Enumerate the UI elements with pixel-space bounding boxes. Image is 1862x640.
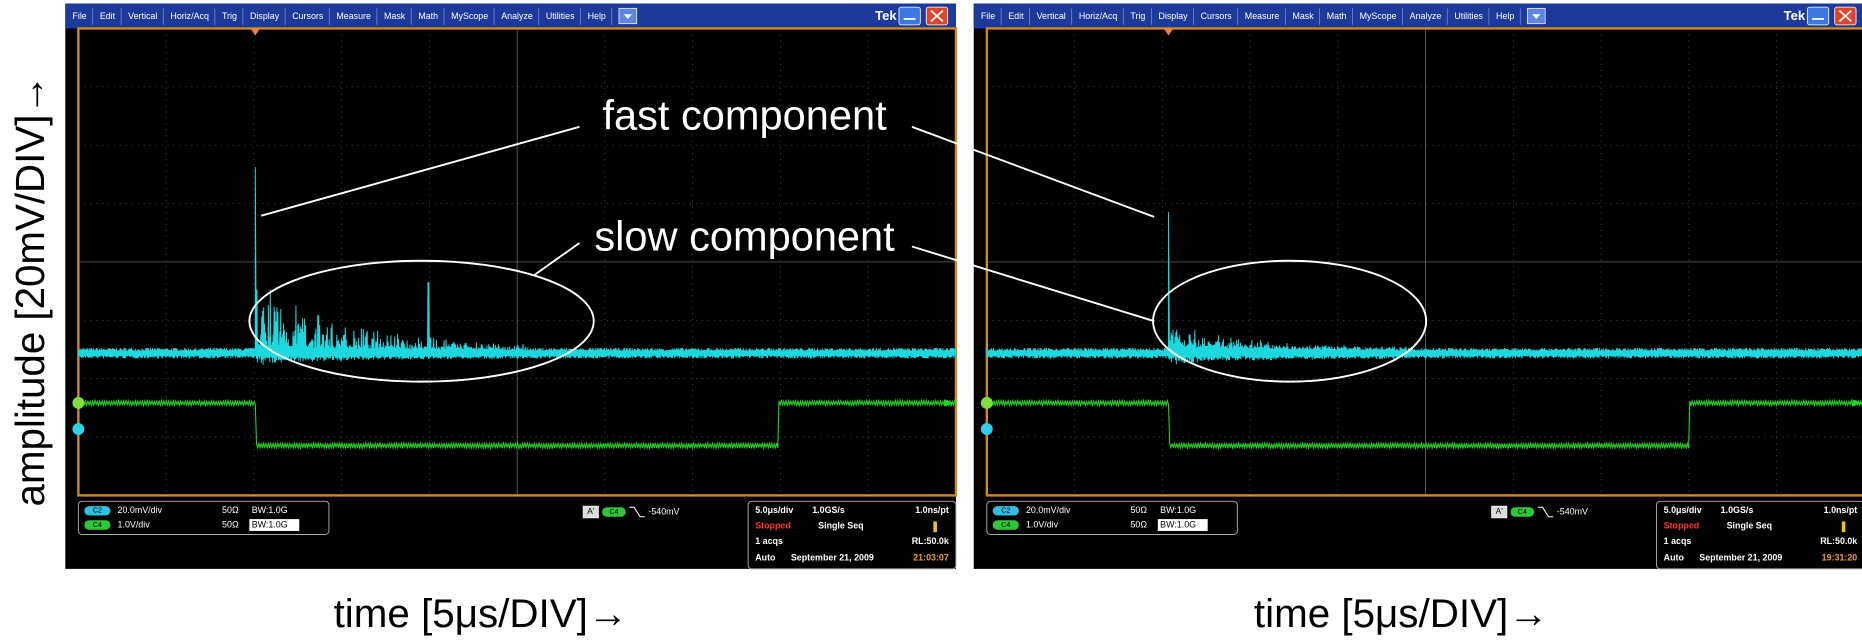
menu-item[interactable]: Measure	[1245, 11, 1280, 21]
trigger-level: -540mV	[648, 506, 679, 516]
timebase-resolution: 1.0ns/pt	[915, 505, 949, 515]
scope-window: File Edit Vertical Horiz/Acq Trig Display Curs…	[974, 4, 1862, 569]
menu-item[interactable]: Horiz/Acq	[1079, 11, 1118, 21]
y-axis-label: amplitude [20mV/DIV]→	[7, 74, 53, 506]
menu-item[interactable]: Utilities	[1454, 11, 1483, 21]
channel-impedance: 50Ω	[222, 519, 239, 529]
trigger-badge-label: C4	[609, 508, 618, 516]
channel-scale: 1.0V/div	[118, 519, 151, 529]
trigger-mode: A'	[1496, 506, 1504, 516]
menu-item[interactable]: Mask	[1292, 11, 1314, 21]
channel-bandwidth: BW:1.0G	[1160, 505, 1196, 515]
brand: Tek	[875, 8, 897, 23]
menu-item[interactable]: Edit	[100, 11, 116, 21]
trigger-level: -540mV	[1557, 506, 1588, 516]
x-axis-label: time [5μs/DIV]→	[1254, 590, 1549, 636]
menu-item[interactable]: Mask	[384, 11, 406, 21]
menu-item[interactable]: Trig	[1130, 11, 1145, 21]
alert-icon	[1842, 521, 1846, 532]
minimize-button[interactable]	[899, 7, 920, 25]
graticule	[981, 28, 1862, 495]
menu-item[interactable]: Cursors	[292, 11, 324, 21]
menu-item[interactable]: MyScope	[1360, 11, 1397, 21]
page: File Edit Vertical Horiz/Acq Trig Display Curs…	[0, 0, 1862, 640]
timebase-record: RL:50.0k	[912, 536, 949, 546]
timebase-acqs: 1 acqs	[755, 536, 783, 546]
channel-impedance: 50Ω	[1131, 519, 1148, 529]
menu-item[interactable]: Horiz/Acq	[170, 11, 209, 21]
channel-scale: 20.0mV/div	[1026, 505, 1071, 515]
timebase-state: Stopped	[755, 521, 791, 531]
trigger-mode: A'	[587, 506, 595, 516]
menu-item[interactable]: Measure	[336, 11, 371, 21]
timebase-state: Stopped	[1664, 521, 1700, 531]
ch4-marker	[981, 397, 993, 409]
timebase-auto: Auto	[1664, 553, 1685, 563]
timebase-date: September 21, 2009	[1699, 553, 1782, 563]
channel-bandwidth: BW:1.0G	[252, 519, 288, 529]
timebase-scale: 5.0μs/div	[755, 505, 793, 515]
menu-item[interactable]: Cursors	[1201, 11, 1233, 21]
annotation: fast component	[602, 92, 887, 139]
timebase-date: September 21, 2009	[791, 553, 874, 563]
menu-item[interactable]: Vertical	[128, 11, 157, 21]
timebase-record: RL:50.0k	[1820, 536, 1857, 546]
menu-item[interactable]: Help	[588, 11, 606, 21]
menu-item[interactable]: Vertical	[1037, 11, 1066, 21]
scope-window: File Edit Vertical Horiz/Acq Trig Display Curs…	[65, 4, 956, 569]
channel-impedance: 50Ω	[1131, 505, 1148, 515]
timebase-resolution: 1.0ns/pt	[1824, 505, 1858, 515]
x-axis-label: time [5μs/DIV]→	[334, 590, 629, 636]
timebase-rate: 1.0GS/s	[812, 505, 845, 515]
timebase-rate: 1.0GS/s	[1721, 505, 1754, 515]
channel-bandwidth: BW:1.0G	[1160, 519, 1196, 529]
menu-item[interactable]: File	[981, 11, 995, 21]
ch4-marker	[72, 397, 84, 409]
menu-item[interactable]: Trig	[222, 11, 237, 21]
trigger-badge-label: C4	[1518, 508, 1527, 516]
menu-item[interactable]: Math	[1327, 11, 1347, 21]
ch2-marker	[981, 423, 993, 435]
menu-item[interactable]: Analyze	[1410, 11, 1442, 21]
minimize-button[interactable]	[1807, 7, 1828, 25]
channel-impedance: 50Ω	[222, 505, 239, 515]
ch2-marker	[72, 423, 84, 435]
annotation: slow component	[594, 212, 895, 259]
channel-badge-label: C2	[93, 507, 102, 515]
timebase-sequence: Single Seq	[1727, 521, 1772, 531]
timebase-time: 21:03:07	[913, 553, 949, 563]
menu-item[interactable]: File	[72, 11, 86, 21]
menu-item[interactable]: Analyze	[501, 11, 533, 21]
timebase-sequence: Single Seq	[818, 521, 863, 531]
menu-item[interactable]: Utilities	[546, 11, 575, 21]
channel-scale: 1.0V/div	[1026, 519, 1059, 529]
menu-item[interactable]: Help	[1496, 11, 1514, 21]
menu-item[interactable]: MyScope	[451, 11, 488, 21]
figure: File Edit Vertical Horiz/Acq Trig Display Curs…	[0, 0, 1862, 640]
channel-bandwidth: BW:1.0G	[252, 505, 288, 515]
brand: Tek	[1784, 8, 1806, 23]
menu-item[interactable]: Edit	[1008, 11, 1024, 21]
menu-item[interactable]: Display	[1158, 11, 1188, 21]
channel-scale: 20.0mV/div	[118, 505, 163, 515]
channel-badge-label: C4	[1001, 521, 1010, 529]
timebase-time: 19:31:20	[1822, 553, 1858, 563]
channel-badge-label: C2	[1001, 507, 1010, 515]
menu-item[interactable]: Math	[418, 11, 438, 21]
timebase-scale: 5.0μs/div	[1664, 505, 1702, 515]
channel-badge-label: C4	[93, 521, 102, 529]
timebase-acqs: 1 acqs	[1664, 536, 1692, 546]
timebase-auto: Auto	[755, 553, 776, 563]
alert-icon	[933, 521, 937, 532]
menu-item[interactable]: Display	[250, 11, 280, 21]
